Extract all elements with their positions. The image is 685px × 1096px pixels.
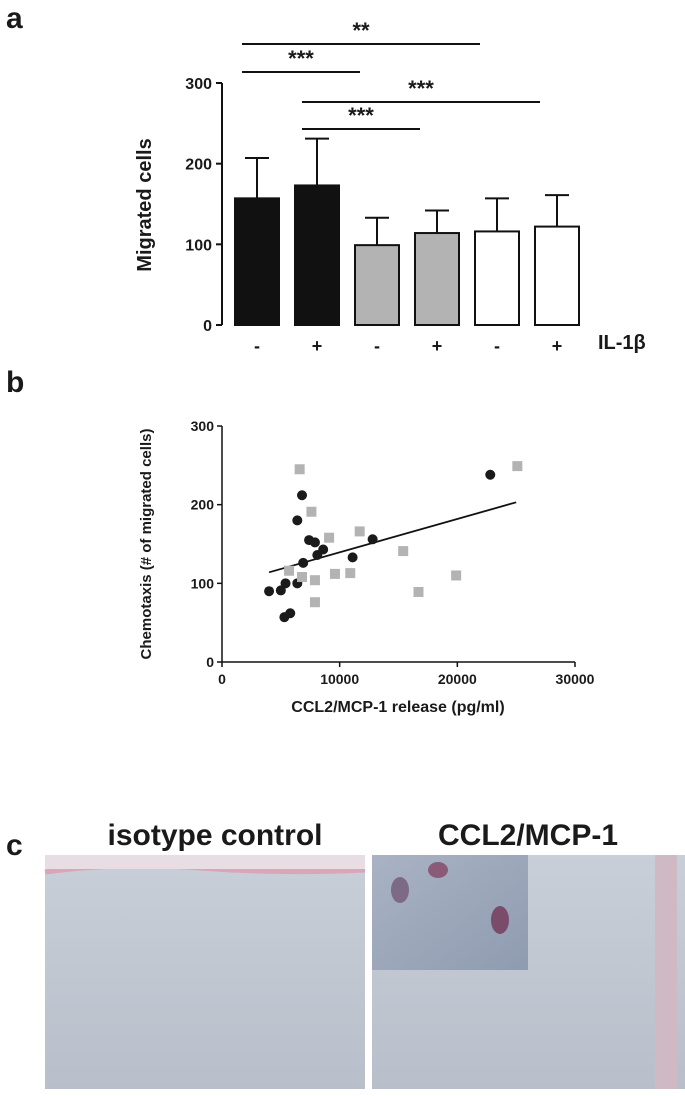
point	[309, 597, 320, 608]
point	[309, 537, 320, 548]
bar	[234, 197, 280, 326]
point	[512, 461, 523, 472]
point	[280, 578, 291, 589]
x-tick-label: +	[552, 336, 563, 356]
point	[347, 552, 358, 563]
point	[354, 526, 365, 537]
point	[329, 568, 340, 579]
x-tick-label: -	[494, 336, 500, 356]
micrograph	[44, 855, 366, 1089]
bar	[474, 230, 520, 326]
y-tick-label: 200	[185, 157, 212, 174]
panel-label: c	[6, 829, 23, 862]
x-tick-label: 10000	[320, 671, 359, 687]
y-tick-label: 0	[203, 318, 212, 335]
panel-label: a	[6, 2, 23, 35]
point	[298, 557, 309, 568]
y-axis-label: Migrated cells	[134, 138, 156, 271]
x-tick-label: 0	[218, 671, 226, 687]
x-tick-label: 30000	[556, 671, 595, 687]
x-axis-label: IL-1β	[598, 332, 646, 354]
bar	[354, 244, 400, 326]
x-tick-label: -	[374, 336, 380, 356]
y-tick-label: 100	[191, 575, 215, 591]
point	[264, 586, 275, 597]
significance-label: ***	[408, 76, 434, 101]
bar	[534, 225, 580, 326]
point	[284, 565, 295, 576]
point	[285, 608, 296, 619]
x-tick-label: +	[312, 336, 323, 356]
bar	[414, 232, 460, 326]
y-tick-label: 100	[185, 237, 212, 254]
point	[297, 490, 308, 501]
image-title: CCL2/MCP-1	[438, 819, 618, 852]
y-tick-label: 300	[185, 76, 212, 93]
point	[292, 515, 303, 526]
point	[485, 469, 496, 480]
y-tick-label: 0	[206, 654, 214, 670]
x-axis-label: CCL2/MCP-1 release (pg/ml)	[291, 699, 504, 716]
y-tick-label: 200	[191, 497, 215, 513]
y-axis-label: Chemotaxis (# of migrated cells)	[138, 429, 155, 660]
fit-line	[268, 501, 517, 574]
significance-label: ***	[288, 46, 314, 71]
point	[345, 568, 356, 579]
point	[294, 464, 305, 475]
point	[413, 586, 424, 597]
point	[324, 532, 335, 543]
point	[398, 546, 409, 557]
x-tick-label: +	[432, 336, 443, 356]
point	[367, 534, 378, 545]
image-title: isotype control	[107, 819, 322, 852]
point	[306, 506, 317, 517]
panel-label: b	[6, 366, 24, 399]
point	[451, 570, 462, 581]
significance-label: ***	[348, 103, 374, 128]
micrograph	[372, 855, 685, 1089]
y-tick-label: 300	[191, 418, 215, 434]
bar	[294, 184, 340, 326]
point	[275, 585, 286, 596]
point	[297, 572, 308, 583]
point	[309, 575, 320, 586]
significance-label: **	[352, 18, 370, 43]
point	[318, 544, 329, 555]
x-tick-label: 20000	[438, 671, 477, 687]
x-tick-label: -	[254, 336, 260, 356]
